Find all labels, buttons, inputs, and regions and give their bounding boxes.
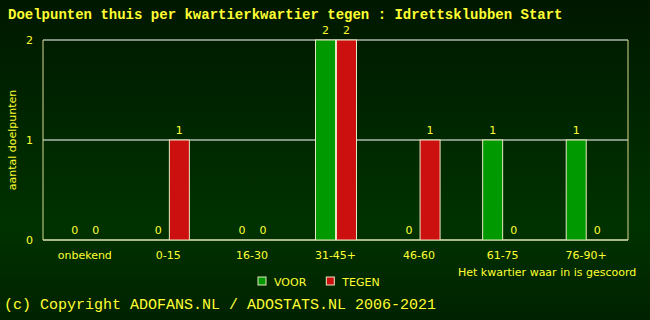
source: (c) Copyright ADOFANS.NL / ADOSTATS.NL 2… [4,297,436,314]
x-tick-label: onbekend [58,249,112,262]
x-axis-label: Het kwartier waar in is gescoord [458,266,636,279]
x-tick-label: 76-90+ [566,249,607,262]
bar [399,240,419,241]
bar [65,240,85,241]
y-axis-label: aantal doelpunten [6,90,19,191]
bar [316,40,336,240]
bar [587,240,607,241]
x-tick-label: 61-75 [487,249,519,262]
legend-label: VOOR [274,276,307,289]
data-label: 0 [510,224,517,237]
data-label: 0 [259,224,266,237]
bar [253,240,273,241]
data-label: 0 [238,224,245,237]
y-tick-label: 0 [26,234,33,247]
x-tick-label: 31-45+ [315,249,356,262]
bar [420,140,440,240]
y-tick-label: 2 [26,34,33,47]
data-label: 1 [427,124,434,137]
data-label: 0 [594,224,601,237]
x-tick-label: 46-60 [403,249,435,262]
chart: Doelpunten thuis per kwartierkwartier te… [0,0,650,320]
bar [504,240,524,241]
bar [483,140,503,240]
data-label: 0 [406,224,413,237]
legend-label: TEGEN [341,276,379,289]
title: Doelpunten thuis per kwartierkwartier te… [8,7,563,23]
data-label: 1 [573,124,580,137]
data-label: 2 [322,24,329,37]
bars [169,40,586,240]
x-tick-label: 0-15 [156,249,181,262]
bar [148,240,168,241]
legend-swatch [258,277,266,285]
data-label: 1 [489,124,496,137]
bar [337,40,357,240]
data-label: 1 [176,124,183,137]
legend-swatch [326,277,334,285]
data-label: 0 [155,224,162,237]
bar [232,240,252,241]
bar [86,240,106,241]
y-tick-label: 1 [26,134,33,147]
data-label: 0 [92,224,99,237]
bar [169,140,189,240]
x-tick-label: 16-30 [236,249,268,262]
y-axis [43,40,44,240]
frame-right [628,40,629,240]
data-label: 2 [343,24,350,37]
data-label: 0 [71,224,78,237]
bar [566,140,586,240]
